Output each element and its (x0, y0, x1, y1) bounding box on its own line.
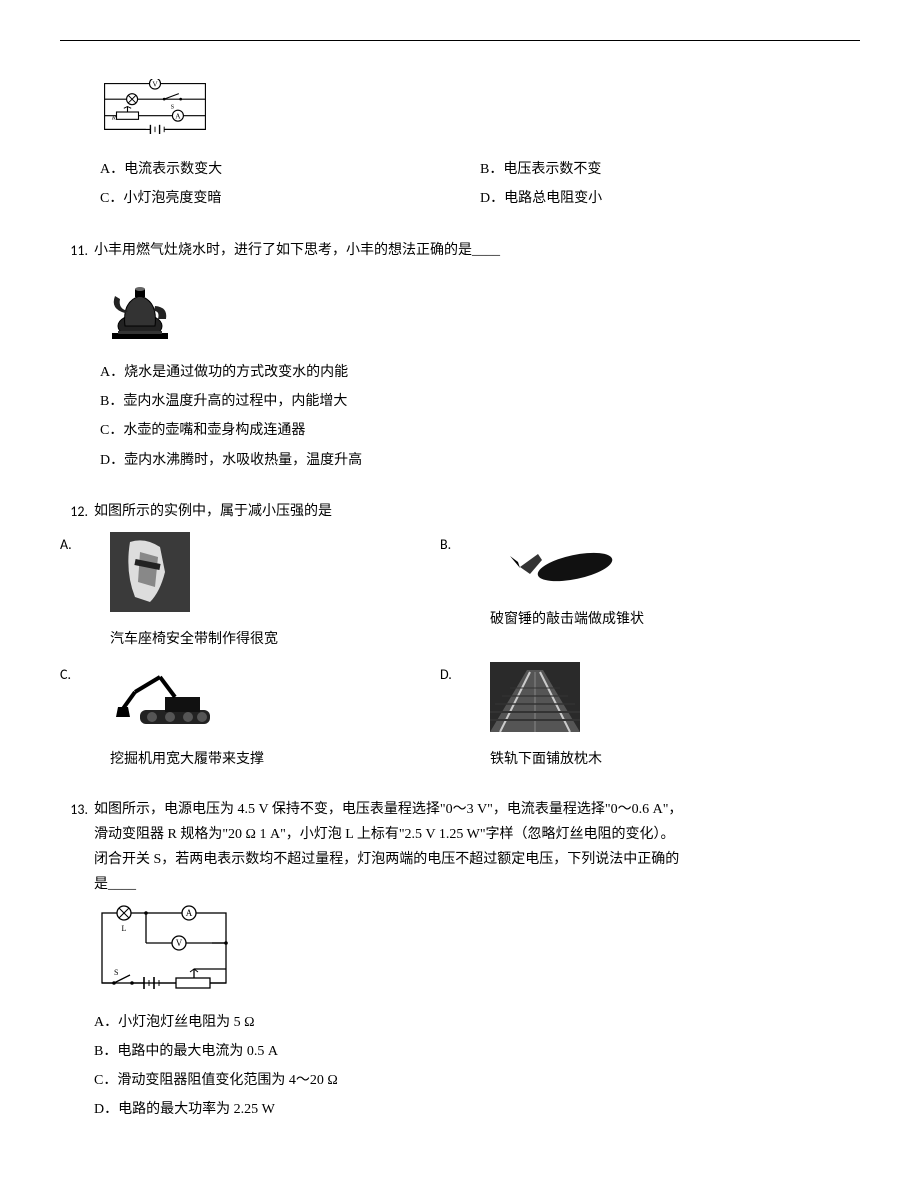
q12-image-a (110, 532, 278, 621)
q12-cell-d: D. 铁轨下面铺放枕木 (440, 662, 780, 772)
q12-label-d: D. (440, 662, 460, 687)
svg-text:A: A (186, 908, 193, 918)
circuit-svg: V S R A (100, 79, 210, 134)
q11-option-d: D．壶内水沸腾时，水吸收热量，温度升高 (100, 446, 860, 475)
svg-text:S: S (114, 968, 118, 977)
q10-option-b: B．电压表示数不变 (480, 155, 860, 184)
svg-text:V: V (152, 79, 158, 88)
q12-text: 如图所示的实例中，属于减小压强的是 (94, 499, 860, 524)
q10-option-d: D．电路总电阻变小 (480, 184, 860, 213)
q10-circuit-diagram: V S R A (100, 79, 210, 143)
q11-option-a: A．烧水是通过做功的方式改变水的内能 (100, 358, 860, 387)
q13-line3: 闭合开关 S，若两电表示数均不超过量程，灯泡两端的电压不超过额定电压，下列说法中… (94, 847, 860, 872)
q11-number: 11. (60, 238, 88, 263)
q11-option-b: B．壶内水温度升高的过程中，内能增大 (100, 387, 860, 416)
q13-line4: 是____ (94, 872, 860, 897)
svg-text:S: S (171, 103, 175, 110)
q12-label-b: B. (440, 532, 460, 557)
q11-option-c: C．水壶的壶嘴和壶身构成连通器 (100, 416, 860, 445)
question-10-tail: V S R A (60, 71, 860, 214)
q13-line1: 如图所示，电源电压为 4.5 V 保持不变，电压表量程选择"0～3 V"，电流表… (94, 797, 860, 822)
q12-cell-a: A. 汽车座椅安全带制作得很宽 (60, 532, 400, 652)
q13-options: A．小灯泡灯丝电阻为 5 Ω B．电路中的最大电流为 0.5 A C．滑动变阻器… (94, 1008, 860, 1125)
q12-cell-c: C. (60, 662, 400, 772)
q10-option-c: C．小灯泡亮度变暗 (100, 184, 480, 213)
q13-circuit-diagram: L A V S (94, 905, 860, 999)
q13-line2: 滑动变阻器 R 规格为"20 Ω 1 A"，小灯泡 L 上标有"2.5 V 1.… (94, 822, 860, 847)
svg-text:R: R (111, 114, 116, 121)
q13-option-d: D．电路的最大功率为 2.25 W (94, 1095, 860, 1124)
q10-options: A．电流表示数变大 B．电压表示数不变 C．小灯泡亮度变暗 D．电路总电阻变小 (100, 155, 860, 213)
q13-number: 13. (60, 797, 88, 822)
q12-caption-a: 汽车座椅安全带制作得很宽 (110, 627, 278, 652)
q13-option-b: B．电路中的最大电流为 0.5 A (94, 1037, 860, 1066)
q12-caption-b: 破窗锤的敲击端做成锥状 (490, 607, 644, 632)
q12-image-b (490, 532, 644, 601)
question-11: 11. 小丰用燃气灶烧水时，进行了如下思考，小丰的想法正确的是____ A．烧水… (60, 238, 860, 475)
q12-number: 12. (60, 499, 88, 524)
page-top-rule (60, 40, 860, 41)
svg-text:A: A (175, 111, 181, 120)
question-12: 12. 如图所示的实例中，属于减小压强的是 A. 汽车座椅安全带制作得很宽 B. (60, 499, 860, 773)
q11-options: A．烧水是通过做功的方式改变水的内能 B．壶内水温度升高的过程中，内能增大 C．… (100, 358, 860, 475)
q13-option-c: C．滑动变阻器阻值变化范围为 4～20 Ω (94, 1066, 860, 1095)
q11-text: 小丰用燃气灶烧水时，进行了如下思考，小丰的想法正确的是____ (94, 238, 860, 263)
q13-option-a: A．小灯泡灯丝电阻为 5 Ω (94, 1008, 860, 1037)
q10-option-a: A．电流表示数变大 (100, 155, 480, 184)
q12-label-c: C. (60, 662, 80, 687)
q12-image-c (110, 662, 264, 741)
q12-label-a: A. (60, 532, 80, 557)
question-13: 13. 如图所示，电源电压为 4.5 V 保持不变，电压表量程选择"0～3 V"… (60, 797, 860, 1125)
q12-grid: A. 汽车座椅安全带制作得很宽 B. (60, 532, 860, 773)
q12-caption-d: 铁轨下面铺放枕木 (490, 747, 602, 772)
svg-text:V: V (176, 938, 183, 948)
q12-caption-c: 挖掘机用宽大履带来支撑 (110, 747, 264, 772)
q12-cell-b: B. 破窗锤的敲击端做成锥状 (440, 532, 780, 652)
q12-image-d (490, 662, 602, 741)
svg-text:L: L (122, 924, 127, 933)
q11-kettle-image (100, 271, 860, 350)
